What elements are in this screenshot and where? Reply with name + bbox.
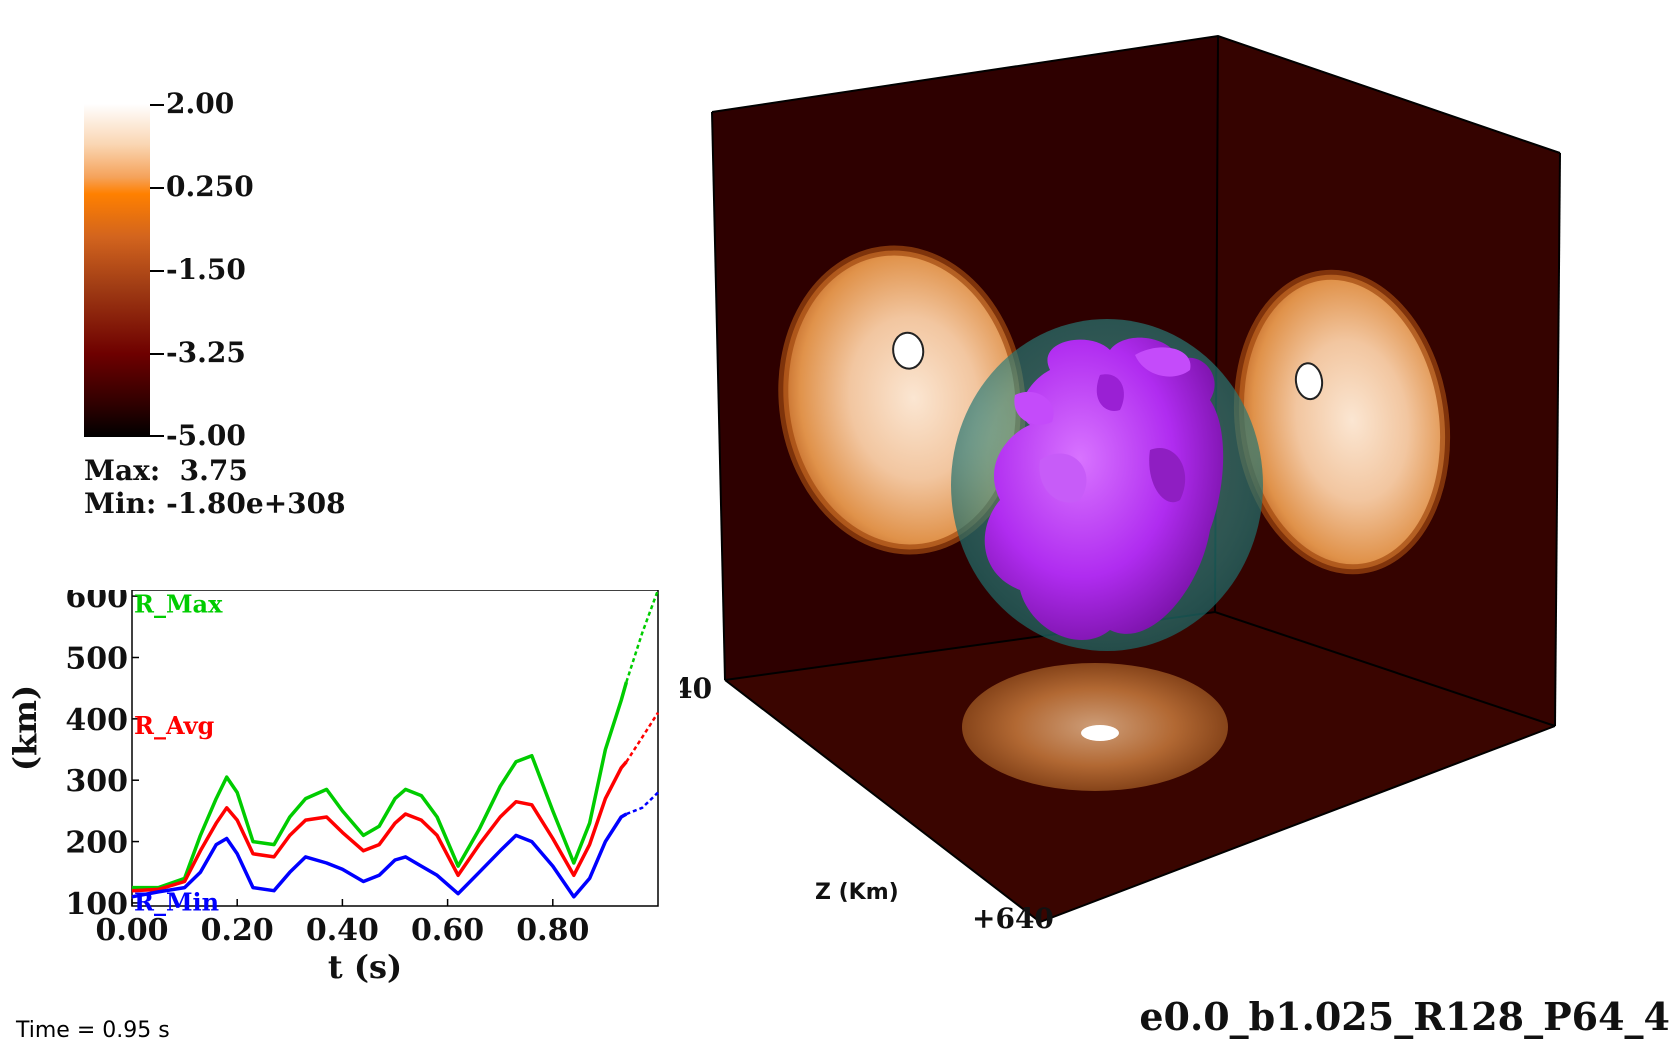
x-tick-label: 0.80 [516, 913, 589, 948]
colorbar-label: -3.25 [166, 336, 246, 369]
y-tick-label: 300 [65, 764, 128, 799]
y-tick-label: 100 [65, 887, 128, 922]
series-label-r-avg: R_Avg [134, 711, 215, 740]
colorbar-label: -1.50 [166, 253, 246, 286]
series-extrapolated-r-max [625, 590, 660, 683]
series-line-r-min [131, 812, 628, 899]
series-label-r-min: R_Min [134, 887, 219, 916]
axis-label-neg: -640 [680, 672, 712, 705]
colorbar-tick [150, 353, 164, 355]
axis-label-pos: +640 [972, 902, 1054, 935]
colorbar-label: 0.250 [166, 170, 254, 203]
colorbar-label: -5.00 [166, 419, 246, 452]
radius-chart: 100 200 300 400 500 600 0.00 0.20 0.40 0.60 0.80 t … [6, 590, 660, 986]
colorbar-tick [150, 187, 164, 189]
floor-slice [962, 663, 1228, 791]
series-line-r-avg [131, 760, 628, 893]
colorbar-tick [150, 435, 164, 437]
colorbar-max: Max: 3.75 [84, 454, 248, 487]
y-tick-label: 500 [65, 641, 128, 676]
colorbar-label: 2.00 [166, 87, 235, 120]
series-extrapolated-r-min [625, 791, 659, 816]
x-tick-label: 0.60 [411, 913, 484, 948]
purple-core-surface [984, 337, 1224, 641]
x-axis-label: t (s) [328, 948, 402, 986]
x-tick-label: 0.00 [95, 913, 168, 948]
series-label-r-max: R_Max [134, 590, 223, 618]
colorbar-min: Min: -1.80e+308 [84, 487, 346, 520]
y-tick-label: 200 [65, 826, 128, 861]
y-axis-label: (km) [6, 685, 44, 771]
colorbar-tick [150, 104, 164, 106]
colorbar-legend: 2.00 0.250 -1.50 -3.25 -5.00 Max: 3.75 M… [84, 90, 404, 524]
time-label: Time = 0.95 s [16, 1018, 170, 1043]
colorbar-gradient [84, 104, 150, 437]
y-tick-label: 600 [65, 590, 128, 615]
y-tick-label: 400 [65, 703, 128, 738]
z-axis-label: Z (Km) [815, 880, 899, 905]
x-tick-label: 0.20 [201, 913, 274, 948]
series-extrapolated-r-avg [625, 712, 660, 763]
volume-render-scene: -640 +640 [680, 34, 1561, 935]
run-name-label: e0.0_b1.025_R128_P64_4 [1139, 994, 1670, 1039]
colorbar-tick [150, 270, 164, 272]
x-tick-label: 0.40 [306, 913, 379, 948]
series-line-r-max [132, 681, 629, 890]
box-edges [711, 34, 1561, 924]
